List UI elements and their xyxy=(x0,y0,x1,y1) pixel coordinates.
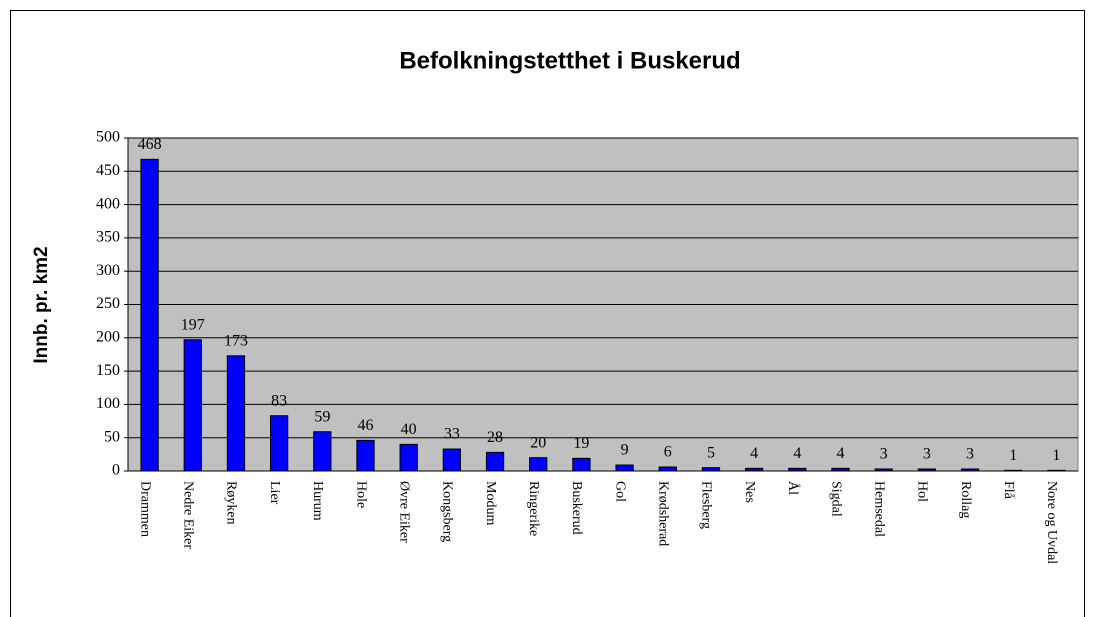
data-label: 83 xyxy=(271,392,287,409)
bar xyxy=(140,158,159,472)
bar xyxy=(399,443,418,472)
x-tick-label: Sigdal xyxy=(828,481,843,517)
data-label: 19 xyxy=(573,435,589,452)
y-axis-label: Innb. pr. km2 xyxy=(31,246,52,363)
data-label: 6 xyxy=(664,444,672,461)
x-tick-label: Krødsherad xyxy=(656,481,671,546)
bar xyxy=(658,466,677,472)
bar xyxy=(572,457,591,472)
data-label: 3 xyxy=(880,446,888,463)
y-tick-label: 350 xyxy=(96,229,120,246)
x-tick-label: Buskerud xyxy=(569,481,584,535)
x-tick-label: Nedre Eiker xyxy=(181,481,196,549)
y-tick-label: 0 xyxy=(112,462,120,479)
y-tick-label: 100 xyxy=(96,395,120,412)
x-tick-label: Flå xyxy=(1001,481,1016,500)
x-tick-label: Drammen xyxy=(137,481,152,537)
x-tick-label: Lier xyxy=(267,481,282,505)
bar xyxy=(1004,469,1023,472)
bar xyxy=(831,467,850,472)
bar xyxy=(701,467,721,472)
y-tick-label: 50 xyxy=(104,428,120,445)
bar xyxy=(917,468,937,472)
x-tick-label: Modum xyxy=(483,481,498,525)
x-tick-label: Hole xyxy=(353,481,368,508)
data-label: 1 xyxy=(1052,447,1060,464)
x-tick-label: Rollag xyxy=(958,481,973,518)
bar xyxy=(485,451,505,472)
data-label: 3 xyxy=(966,446,974,463)
bar xyxy=(745,467,764,472)
data-label: 59 xyxy=(314,408,330,425)
y-tick-label: 500 xyxy=(96,129,120,146)
bar xyxy=(874,468,893,472)
data-label: 173 xyxy=(224,332,248,349)
y-tick-label: 150 xyxy=(96,362,120,379)
bar xyxy=(1047,469,1066,472)
data-label: 9 xyxy=(621,442,629,459)
data-label: 4 xyxy=(837,445,845,462)
bar xyxy=(529,457,548,472)
y-tick-label: 300 xyxy=(96,262,120,279)
bar xyxy=(270,415,289,472)
data-label: 197 xyxy=(181,316,205,333)
data-label: 46 xyxy=(358,417,374,434)
bar xyxy=(183,339,202,472)
x-tick-label: Øvre Eiker xyxy=(396,481,411,543)
data-label: 20 xyxy=(530,434,546,451)
x-tick-label: Hol xyxy=(915,481,930,502)
y-tick-label: 250 xyxy=(96,295,120,312)
data-label: 468 xyxy=(138,136,162,153)
data-label: 40 xyxy=(401,421,417,438)
x-tick-label: Nore og Uvdal xyxy=(1044,481,1059,564)
bar xyxy=(226,355,246,472)
x-tick-label: Røyken xyxy=(224,481,239,525)
x-tick-label: Kongsberg xyxy=(440,481,455,542)
data-label: 1 xyxy=(1009,447,1017,464)
bar xyxy=(615,464,634,472)
x-tick-label: Hurum xyxy=(310,481,325,521)
bar xyxy=(356,439,375,472)
data-label: 33 xyxy=(444,426,460,443)
x-tick-label: Ål xyxy=(785,481,801,495)
bar xyxy=(960,468,980,472)
data-label: 3 xyxy=(923,446,931,463)
y-tick-label: 400 xyxy=(96,195,120,212)
bar xyxy=(788,467,807,472)
bar xyxy=(442,448,461,472)
data-label: 4 xyxy=(750,445,758,462)
y-tick-label: 200 xyxy=(96,328,120,345)
data-label: 5 xyxy=(707,444,715,461)
data-label: 4 xyxy=(793,445,801,462)
x-tick-label: Hemsedal xyxy=(871,481,886,537)
x-tick-label: Nes xyxy=(742,481,757,503)
x-tick-label: Flesberg xyxy=(699,481,714,529)
x-tick-label: Gol xyxy=(612,481,627,502)
bar xyxy=(313,431,332,472)
chart-title: Befolkningstetthet i Buskerud xyxy=(399,47,740,74)
y-tick-label: 450 xyxy=(96,162,120,179)
data-label: 28 xyxy=(487,429,503,446)
x-tick-label: Ringerike xyxy=(526,481,541,536)
